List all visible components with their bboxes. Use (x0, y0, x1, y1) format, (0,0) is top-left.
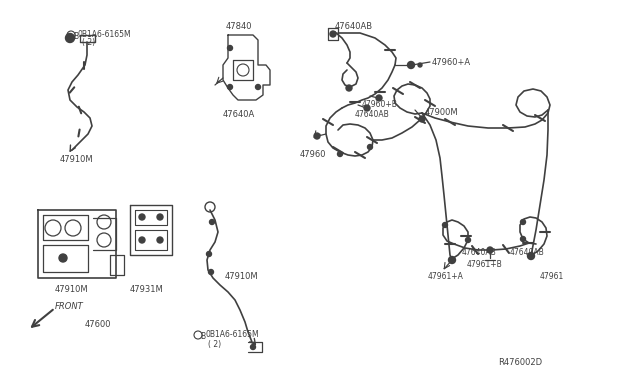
Text: 47961: 47961 (540, 272, 564, 281)
Circle shape (419, 116, 425, 122)
Text: 47640AB: 47640AB (335, 22, 373, 31)
Circle shape (59, 254, 67, 262)
Text: 47640AB: 47640AB (462, 248, 497, 257)
Circle shape (209, 219, 214, 224)
Text: 0B1A6-6165M: 0B1A6-6165M (78, 30, 132, 39)
Circle shape (465, 237, 470, 243)
Text: 47640A: 47640A (223, 110, 255, 119)
Circle shape (255, 84, 260, 90)
Text: B: B (73, 32, 78, 41)
Circle shape (367, 144, 372, 150)
Circle shape (250, 344, 255, 350)
Text: 47900M: 47900M (425, 108, 459, 117)
Circle shape (408, 61, 415, 68)
Text: 47910M: 47910M (225, 272, 259, 281)
Circle shape (65, 33, 74, 42)
Circle shape (207, 251, 211, 257)
Circle shape (364, 105, 370, 111)
Circle shape (346, 85, 352, 91)
Circle shape (418, 63, 422, 67)
Circle shape (376, 95, 382, 101)
Circle shape (337, 151, 342, 157)
Circle shape (527, 253, 534, 260)
Text: 47640AB: 47640AB (355, 110, 390, 119)
Circle shape (227, 84, 232, 90)
Text: 47840: 47840 (226, 22, 253, 31)
Text: 47961+B: 47961+B (467, 260, 503, 269)
Circle shape (520, 237, 525, 241)
Text: 47910M: 47910M (55, 285, 88, 294)
Text: 47910M: 47910M (60, 155, 93, 164)
Circle shape (520, 219, 525, 224)
Circle shape (209, 269, 214, 275)
Text: FRONT: FRONT (55, 302, 84, 311)
Text: R476002D: R476002D (498, 358, 542, 367)
Text: 47640AB: 47640AB (510, 248, 545, 257)
Text: 47600: 47600 (85, 320, 111, 329)
Circle shape (314, 133, 320, 139)
Circle shape (449, 257, 456, 263)
Text: 47960+A: 47960+A (432, 58, 471, 67)
Text: 47961+A: 47961+A (428, 272, 464, 281)
Text: 47960+B: 47960+B (362, 100, 398, 109)
Circle shape (487, 247, 493, 253)
Circle shape (227, 45, 232, 51)
Circle shape (330, 31, 336, 37)
Text: ( 2): ( 2) (208, 340, 221, 349)
Text: 0B1A6-6165M: 0B1A6-6165M (205, 330, 259, 339)
Text: 47960: 47960 (300, 150, 326, 159)
Circle shape (157, 237, 163, 243)
Text: B: B (200, 332, 205, 341)
Text: ( 2): ( 2) (82, 38, 95, 47)
Text: 47931M: 47931M (130, 285, 164, 294)
Circle shape (139, 237, 145, 243)
Circle shape (157, 214, 163, 220)
Circle shape (139, 214, 145, 220)
Circle shape (442, 222, 447, 228)
